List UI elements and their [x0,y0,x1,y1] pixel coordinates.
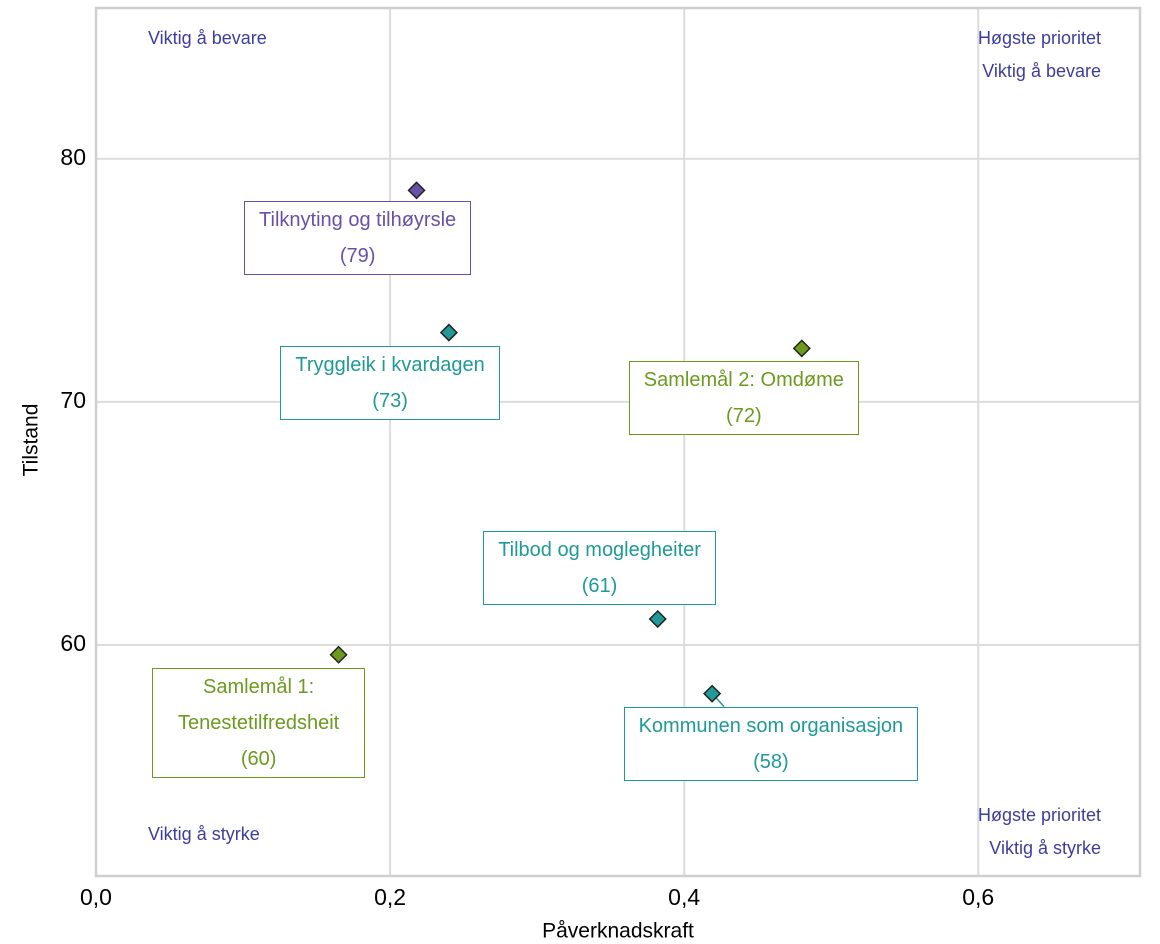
y-axis-title: Tilstand [20,404,43,477]
point [703,684,722,703]
label-box: Tilbod og moglegheiter (61) [483,531,716,605]
y-tick-label: 60 [60,630,86,656]
quadrant-label: Høgste prioritet Viktig å bevare [978,22,1101,88]
value-label: (73) [372,389,408,412]
point [792,339,811,358]
label-box: Samlemål 1: Tenestetilfredsheit (60) [152,667,366,778]
value-label: (58) [753,750,789,773]
x-axis-title: Påverknadskraft [542,920,694,943]
label-name: Tilknyting og tilhøyrsle [259,209,457,232]
x-tick-label: 0,4 [668,884,700,910]
value-label: (79) [339,245,376,268]
x-tick-label: 0,6 [962,884,994,910]
label-name: Samlemål 2: Omdøme [643,369,844,392]
label-name: Tilbod og moglegheiter [498,539,701,561]
quadrant-label: Viktig å styrke [148,818,260,851]
label-name: Kommunen som organisasjon [638,714,904,737]
quadrant-label: Viktig å bevare [148,22,267,55]
point [648,609,667,629]
quadrant-line: Viktig å bevare [148,28,267,48]
quadrant-line: Viktig å bevare [982,61,1101,81]
quadrant-line: Viktig å styrke [148,824,260,844]
label-box: Tilknyting og tilhøyrsle (79) [244,201,472,276]
x-tick-label: 0,2 [374,884,406,910]
label-name: Samlemål 1: Tenestetilfredsheit [178,675,340,734]
label-name: Tryggleik i kvardagen [295,353,485,376]
point [329,645,348,664]
quadrant-label: Høgste prioritet Viktig å styrke [978,799,1101,865]
label-box: Samlemål 2: Omdøme (72) [628,361,859,436]
value-label: (72) [726,405,762,428]
quadrant-line: Høgste prioritet [977,805,1101,825]
label-box: Tryggleik i kvardagen (73) [280,345,500,420]
value-label: (60) [240,747,277,770]
quadrant-line: Høgste prioritet [977,28,1101,48]
plot-border [94,6,1142,878]
quadrant-line: Viktig å styrke [989,838,1101,858]
point [439,323,458,342]
value-label: (61) [581,575,618,597]
label-box: Kommunen som organisasjon (58) [623,706,919,781]
y-tick-label: 80 [60,144,86,170]
point [407,181,426,200]
x-tick-label: 0,0 [80,884,112,910]
y-tick-label: 70 [60,387,86,413]
